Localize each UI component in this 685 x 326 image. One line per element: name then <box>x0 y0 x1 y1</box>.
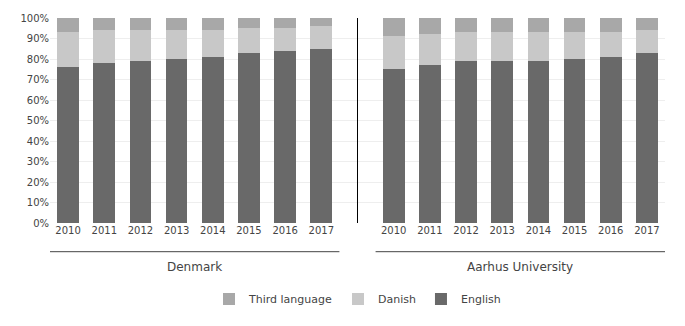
svg-text:Denmark: Denmark <box>167 260 222 274</box>
svg-text:Aarhus University: Aarhus University <box>467 260 573 274</box>
svg-text:50%: 50% <box>27 115 49 126</box>
svg-text:2014: 2014 <box>200 225 225 236</box>
svg-text:40%: 40% <box>27 136 49 147</box>
svg-text:English: English <box>461 293 501 306</box>
svg-text:10%: 10% <box>27 197 49 208</box>
svg-text:2015: 2015 <box>236 225 261 236</box>
svg-text:Third language: Third language <box>248 293 332 306</box>
svg-text:0%: 0% <box>33 218 49 229</box>
svg-text:2012: 2012 <box>453 225 478 236</box>
svg-text:2011: 2011 <box>92 225 117 236</box>
svg-text:2012: 2012 <box>128 225 153 236</box>
svg-text:2010: 2010 <box>381 225 406 236</box>
svg-text:90%: 90% <box>27 33 49 44</box>
svg-text:2014: 2014 <box>526 225 551 236</box>
svg-text:2016: 2016 <box>598 225 623 236</box>
svg-text:80%: 80% <box>27 54 49 65</box>
svg-text:2013: 2013 <box>164 225 189 236</box>
svg-text:2017: 2017 <box>634 225 659 236</box>
svg-text:100%: 100% <box>20 13 49 24</box>
svg-text:2010: 2010 <box>55 225 80 236</box>
svg-text:60%: 60% <box>27 95 49 106</box>
svg-text:2011: 2011 <box>417 225 442 236</box>
svg-text:Danish: Danish <box>378 293 416 306</box>
svg-text:20%: 20% <box>27 177 49 188</box>
svg-text:30%: 30% <box>27 156 49 167</box>
svg-text:70%: 70% <box>27 74 49 85</box>
svg-text:2015: 2015 <box>562 225 587 236</box>
svg-text:2016: 2016 <box>272 225 297 236</box>
svg-text:2013: 2013 <box>489 225 514 236</box>
svg-text:2017: 2017 <box>309 225 334 236</box>
